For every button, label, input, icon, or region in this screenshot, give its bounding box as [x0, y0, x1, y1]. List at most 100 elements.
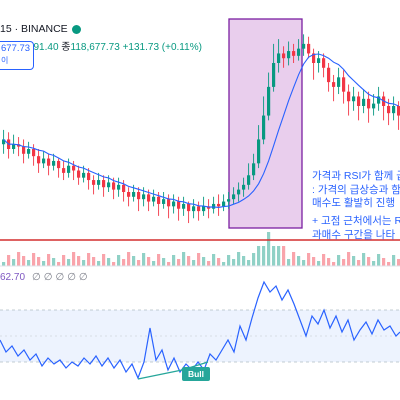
candle-body: [227, 199, 231, 202]
volume-bar: [137, 260, 141, 266]
volume-bar: [182, 252, 186, 266]
volume-bar: [347, 252, 351, 266]
volume-bar: [317, 261, 321, 266]
candle-body: [12, 144, 16, 149]
volume-bar: [142, 253, 146, 266]
volume-bar: [302, 260, 306, 266]
volume-bar: [37, 257, 41, 266]
candle-body: [297, 48, 301, 56]
candle-body: [162, 199, 166, 204]
candle-body: [252, 163, 256, 176]
candles: [2, 34, 400, 224]
volume-bar: [132, 256, 136, 266]
volume-bar: [192, 260, 196, 266]
candle-body: [342, 77, 346, 92]
candle-body: [352, 96, 356, 102]
volume-bar: [57, 262, 61, 266]
candle-body: [202, 206, 206, 212]
candle-body: [147, 194, 151, 202]
price-box-value: 677.73: [1, 43, 31, 54]
candle-body: [222, 201, 226, 207]
candle-body: [27, 149, 31, 154]
candle-body: [182, 203, 186, 209]
volume-bar: [287, 259, 291, 266]
volume-bar: [367, 257, 371, 266]
volume-bar: [312, 257, 316, 266]
candle-body: [47, 158, 51, 166]
close-value: 118,677.73: [70, 42, 120, 53]
candle-body: [187, 203, 191, 212]
volume-bar: [212, 254, 216, 266]
volume-bar: [92, 257, 96, 266]
volume-bar: [172, 255, 176, 266]
hidden-value-icon-2[interactable]: ∅: [43, 272, 53, 283]
volume-bar: [147, 257, 151, 266]
volume-bar: [307, 253, 311, 266]
volume-bar: [322, 254, 326, 266]
volume-bar: [202, 257, 206, 266]
candle-body: [192, 206, 196, 212]
candle-body: [302, 43, 306, 49]
volume-bar: [32, 253, 36, 266]
hidden-value-icon-5[interactable]: ∅: [78, 272, 88, 283]
volume-bar: [87, 253, 91, 266]
candle-body: [17, 144, 21, 147]
volume-bar: [282, 246, 286, 266]
candle-body: [62, 168, 66, 173]
hidden-value-icon-3[interactable]: ∅: [55, 272, 65, 283]
volume-bar: [357, 260, 361, 266]
volume-bar: [177, 259, 181, 266]
bull-badge: Bull: [182, 367, 210, 381]
volume-bar: [197, 253, 201, 266]
volume-bar: [292, 252, 296, 266]
close-label: 종: [61, 42, 71, 53]
candle-body: [72, 165, 76, 171]
volume-bar: [247, 260, 251, 266]
volume-bar: [377, 254, 381, 266]
candle-body: [247, 175, 251, 185]
volume-bar: [372, 261, 376, 266]
volume-bar: [67, 259, 71, 266]
candle-body: [87, 172, 91, 181]
volume-bar: [242, 256, 246, 266]
volume-bar: [102, 254, 106, 266]
candle-body: [392, 106, 396, 114]
candle-body: [97, 180, 101, 185]
volume-bar: [167, 262, 171, 266]
volume-bar: [237, 252, 241, 266]
candle-body: [257, 139, 261, 164]
hidden-value-icon-1[interactable]: ∅: [32, 272, 41, 283]
candle-body: [32, 149, 36, 157]
candle-body: [102, 180, 106, 188]
volume-bar: [332, 262, 336, 266]
hidden-value-icon-4[interactable]: ∅: [67, 272, 76, 283]
candle-body: [67, 165, 71, 173]
candle-body: [197, 206, 201, 212]
candle-body: [232, 194, 236, 200]
symbol-label[interactable]: 15 · BINANCE: [0, 23, 68, 35]
price-box[interactable]: 677.73 이: [0, 41, 34, 70]
volume-bar: [127, 252, 131, 266]
volume-bar: [22, 256, 26, 266]
candle-body: [397, 106, 400, 116]
volume-bar: [227, 255, 231, 266]
change-value: +131.73 (+0.11%): [122, 42, 202, 53]
volume-bar: [297, 256, 301, 266]
volume-bar: [267, 232, 271, 266]
candle-body: [322, 58, 326, 68]
volume-bar: [162, 258, 166, 266]
candle-body: [107, 182, 111, 188]
candle-body: [127, 192, 131, 197]
volume-bar: [272, 246, 276, 266]
volume-bar: [2, 262, 6, 266]
volume-bar: [122, 259, 126, 266]
candle-body: [122, 184, 126, 192]
volume-bar: [27, 260, 31, 266]
volume-bar: [277, 246, 281, 266]
volume-bar: [387, 262, 391, 266]
volume-bar: [157, 254, 161, 266]
chart-header: 15 · BINANCE: [0, 22, 81, 36]
candle-body: [317, 58, 321, 63]
annotation-line-3: 매수도 활발히 진행: [312, 197, 396, 209]
